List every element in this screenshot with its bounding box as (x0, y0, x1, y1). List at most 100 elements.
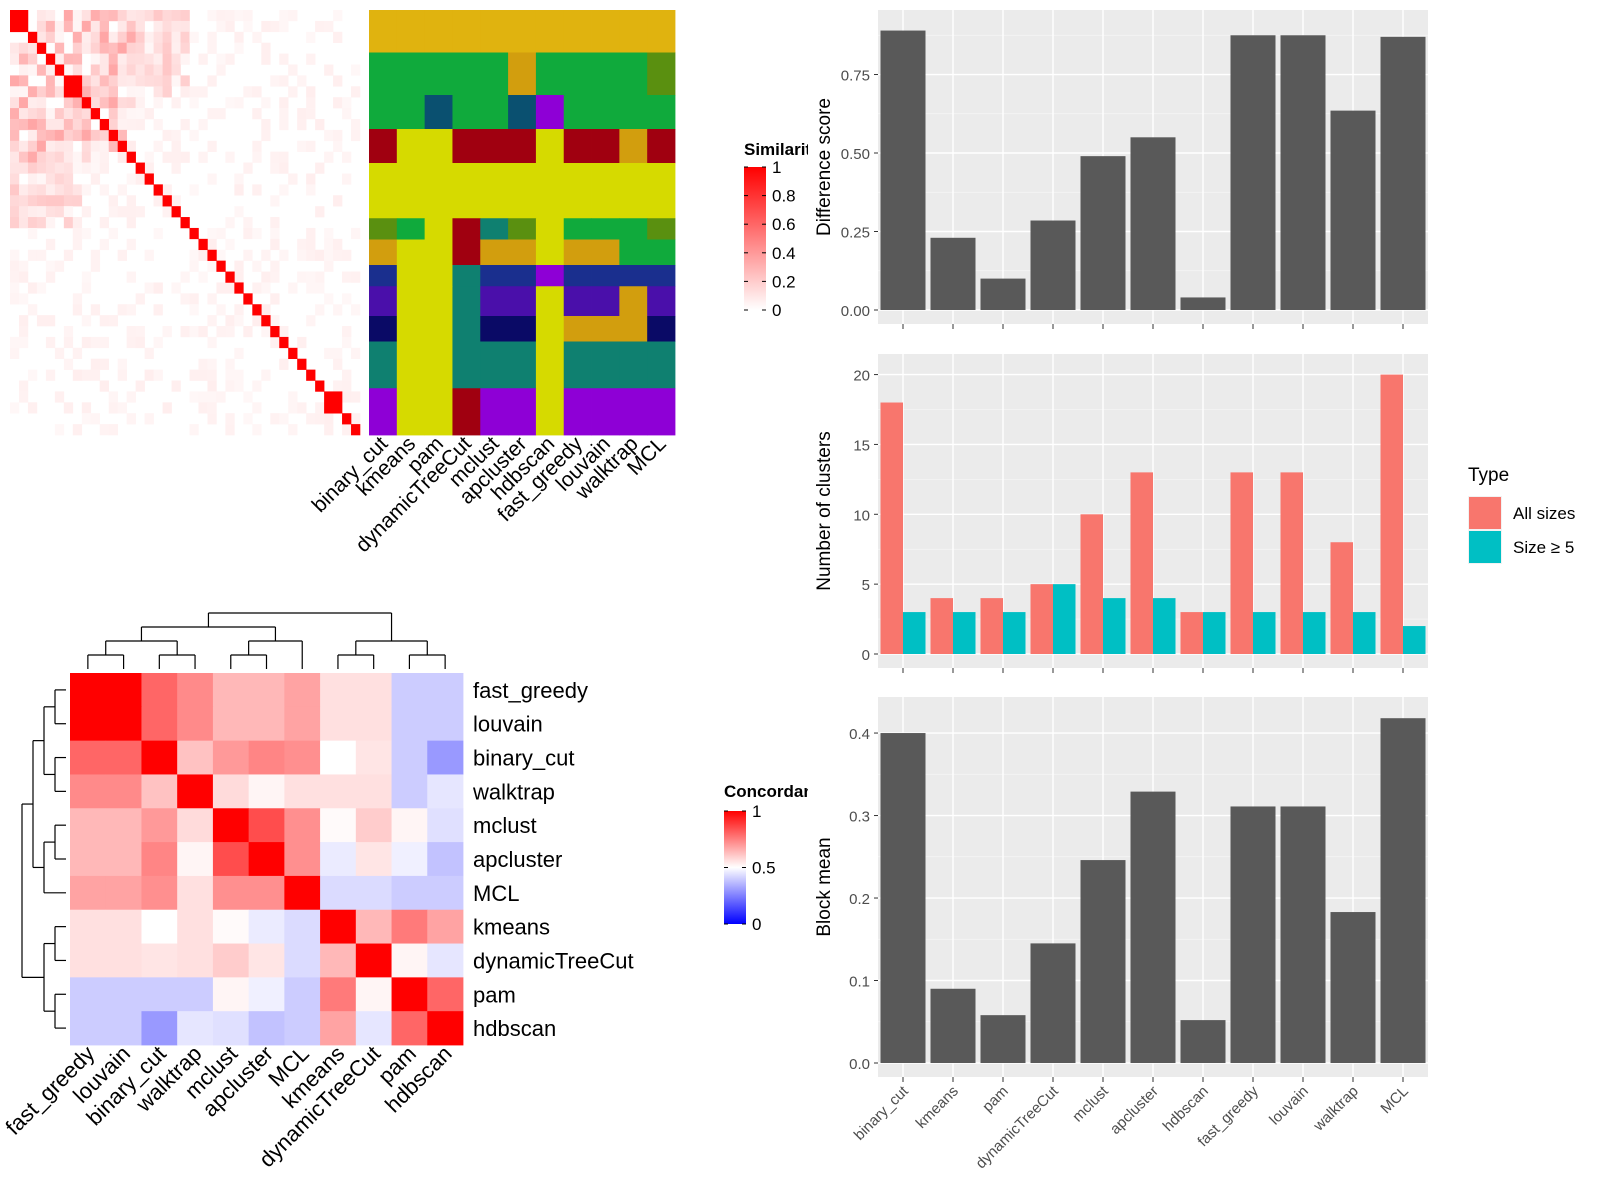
similarity-cell (45, 86, 56, 98)
similarity-cell (279, 413, 289, 425)
similarity-cell (297, 271, 307, 283)
concordance-cell (70, 673, 107, 708)
concordance-cell (105, 875, 142, 911)
similarity-cell (270, 227, 280, 240)
similarity-cell (117, 206, 127, 218)
similarity-diagonal-block (198, 238, 208, 251)
similarity-cell (54, 173, 65, 185)
similarity-cell (126, 10, 136, 22)
similarity-cell (10, 42, 20, 54)
similarity-cell (36, 20, 47, 33)
similarity-cell (10, 282, 20, 294)
similarity-cell (306, 173, 316, 185)
similarity-color-bar (744, 167, 766, 310)
similarity-cell (351, 304, 361, 316)
concordance-row-label: fast_greedy (473, 678, 588, 703)
x-axis-label: MCL (1377, 1083, 1411, 1117)
similarity-cell (63, 162, 74, 174)
similarity-cell (243, 391, 253, 403)
concordance-cell (320, 842, 357, 877)
similarity-cell (45, 31, 56, 43)
similarity-cell (18, 315, 29, 327)
similarity-cell (342, 108, 352, 120)
membership-cell (619, 388, 648, 436)
similarity-cell (324, 424, 334, 436)
similarity-cell (10, 347, 20, 360)
similarity-cell (162, 31, 172, 43)
membership-cell (369, 239, 398, 266)
similarity-cell (90, 75, 101, 87)
concordance-cell (320, 774, 357, 809)
concordance-row-label: hdbscan (473, 1016, 556, 1041)
similarity-cell (27, 53, 38, 65)
similarity-cell (10, 118, 20, 131)
similarity-cell (225, 53, 235, 65)
similarity-diagonal-block (243, 293, 253, 305)
membership-cell (480, 95, 509, 130)
similarity-legend-label: 0.4 (772, 244, 796, 263)
membership-cell (647, 388, 676, 436)
y-axis-title: Difference score (814, 98, 835, 236)
membership-cell (647, 239, 676, 266)
membership-cell (619, 286, 648, 317)
similarity-cell (306, 184, 316, 196)
similarity-cell (333, 140, 343, 152)
similarity-cell (207, 413, 217, 425)
similarity-cell (261, 249, 271, 261)
similarity-cell (189, 326, 199, 338)
similarity-cell (180, 75, 190, 87)
similarity-cell (135, 42, 145, 54)
concordance-cell (141, 977, 178, 1012)
similarity-diagonal-block (153, 184, 163, 196)
membership-cell (508, 239, 537, 266)
similarity-cell (198, 402, 208, 414)
type-legend-label: All sizes (1513, 504, 1575, 523)
similarity-cell (27, 97, 38, 109)
membership-cell (424, 316, 453, 342)
similarity-cell (18, 108, 29, 120)
similarity-cell (306, 271, 316, 283)
similarity-cell (90, 129, 101, 142)
similarity-cell (153, 86, 163, 98)
membership-cell (369, 218, 398, 240)
similarity-cell (45, 195, 56, 207)
similarity-cell (198, 358, 208, 370)
similarity-cell (225, 315, 235, 327)
concordance-cell (427, 943, 464, 978)
similarity-cell (153, 140, 163, 152)
concordance-row-label: MCL (473, 881, 519, 906)
similarity-cell (99, 162, 110, 174)
similarity-cell (225, 97, 235, 109)
y-tick-label: 0.0 (849, 1056, 870, 1073)
membership-cell (619, 52, 648, 96)
similarity-cell (306, 140, 316, 152)
similarity-cell (279, 53, 289, 65)
similarity-cell (207, 75, 217, 87)
similarity-cell (324, 20, 334, 33)
similarity-cell (126, 391, 136, 403)
bar (1280, 35, 1326, 310)
y-axis-title: Number of clusters (814, 431, 835, 590)
similarity-cell (90, 151, 101, 163)
similarity-cell (351, 347, 361, 360)
similarity-cell (36, 217, 47, 229)
similarity-cell (234, 184, 244, 196)
similarity-cell (171, 151, 181, 163)
similarity-cell (270, 75, 280, 87)
similarity-cell (10, 97, 20, 109)
similarity-cell (27, 304, 38, 316)
similarity-cell (117, 184, 127, 196)
similarity-cell (108, 402, 118, 414)
similarity-cell (99, 97, 110, 109)
similarity-cell (90, 20, 101, 33)
similarity-cell (18, 380, 29, 392)
similarity-cell (315, 118, 325, 131)
similarity-cell (279, 326, 289, 338)
similarity-cell (207, 293, 217, 305)
similarity-cell (207, 227, 217, 240)
similarity-cell (72, 97, 83, 109)
similarity-cell (27, 64, 38, 76)
membership-cell (396, 341, 426, 389)
similarity-cell (225, 10, 235, 22)
similarity-cell (144, 369, 154, 381)
